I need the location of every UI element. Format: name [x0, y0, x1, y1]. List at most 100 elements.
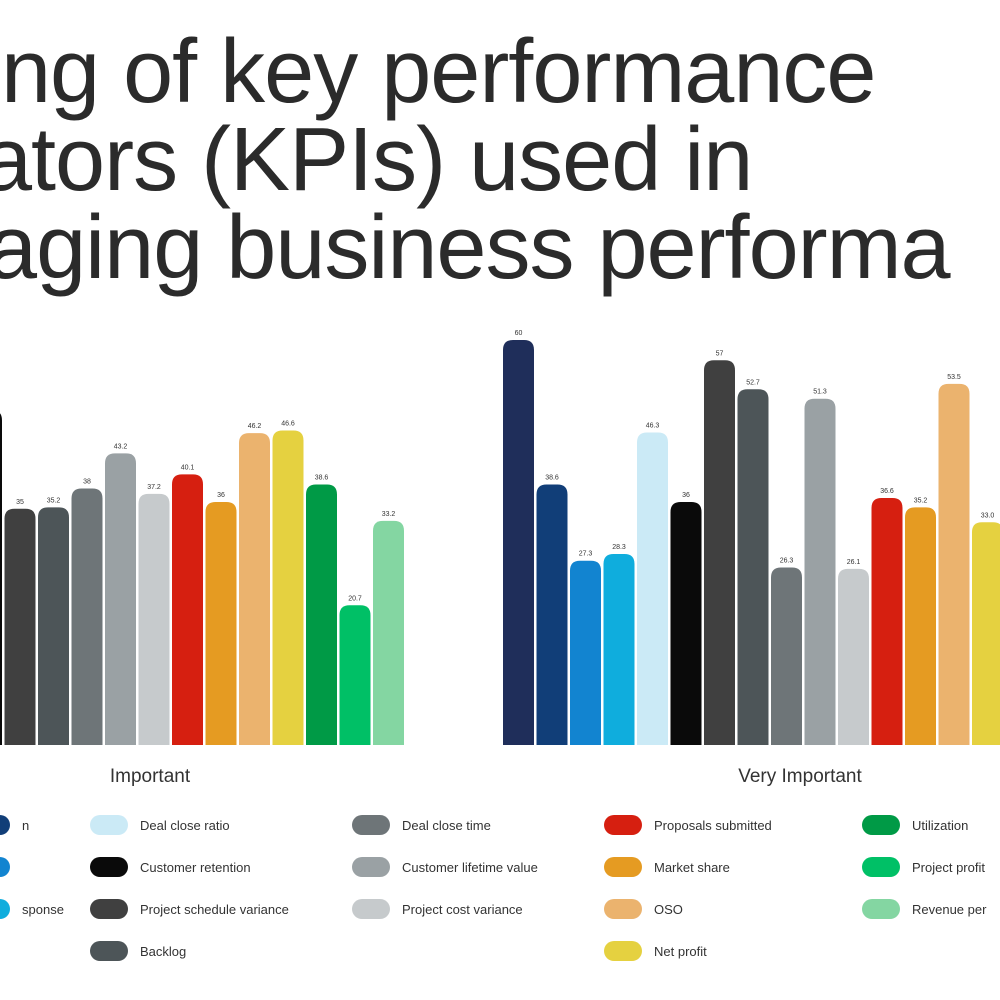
legend-item-11: Market share — [604, 856, 730, 878]
legend-swatch — [604, 941, 642, 961]
legend-label: Utilization — [912, 817, 969, 833]
chart-legend: n sponse Deal close ratio Customer retentio… — [0, 806, 1000, 1000]
bar-value-label-1-1: 38.6 — [545, 474, 559, 481]
legend-item-6: Backlog — [90, 940, 186, 962]
bar-0-3 — [71, 488, 103, 745]
bar-0-2 — [38, 507, 69, 745]
legend-swatch — [90, 941, 128, 961]
legend-item-2: sponse — [0, 898, 64, 920]
bar-value-label-0-5: 37.2 — [147, 484, 161, 491]
title-line-3: naging business performa — [0, 198, 951, 298]
legend-label: Backlog — [140, 943, 187, 959]
bar-value-label-1-11: 36.6 — [880, 488, 894, 495]
bar-1-7 — [737, 389, 769, 745]
bar-1-1 — [536, 484, 568, 745]
legend-label: sponse — [22, 901, 64, 917]
legend-item-14: Utilization — [862, 814, 968, 836]
legend-swatch — [352, 815, 390, 835]
group-label-1: Very Important — [738, 766, 862, 787]
legend-item-7: Deal close time — [352, 814, 491, 836]
bar-value-label-1-9: 51.3 — [813, 389, 827, 396]
legend-swatch — [862, 857, 900, 877]
bar-0-1 — [4, 508, 36, 745]
bar-value-label-1-8: 26.3 — [780, 557, 794, 564]
legend-swatch — [90, 899, 128, 919]
bar-0-11 — [339, 605, 371, 745]
bar-value-label-1-14: 33.0 — [981, 512, 995, 519]
bar-value-label-1-6: 57 — [716, 350, 724, 357]
legend-swatch — [352, 857, 390, 877]
bar-1-11 — [871, 497, 903, 745]
bar-value-label-1-3: 28.3 — [612, 544, 626, 551]
bar-value-label-1-12: 35.2 — [914, 497, 928, 504]
legend-label: OSO — [654, 901, 683, 917]
chart-title: king of key performance cators (KPIs) us… — [0, 22, 1000, 298]
legend-label: Deal close time — [402, 817, 491, 833]
bar-1-4 — [637, 432, 668, 745]
bar-value-label-0-7: 36 — [217, 492, 225, 499]
bar-value-label-0-9: 46.6 — [281, 420, 295, 427]
legend-swatch — [90, 815, 128, 835]
legend-label: Project schedule variance — [140, 901, 289, 917]
bar-value-label-1-13: 53.5 — [947, 374, 961, 381]
legend-swatch — [0, 899, 10, 919]
legend-item-10: Proposals submitted — [604, 814, 772, 836]
bar-0-10 — [306, 484, 337, 745]
bar-value-label-1-5: 36 — [682, 492, 690, 499]
legend-label: Project cost variance — [402, 901, 523, 917]
bar-value-label-1-0: 60 — [515, 330, 523, 337]
bar-1-12 — [905, 507, 936, 745]
legend-swatch — [604, 899, 642, 919]
legend-item-0: n — [0, 814, 29, 836]
bar-0-8 — [239, 433, 270, 745]
bar-value-label-0-6: 40.1 — [181, 464, 195, 471]
bar-1-5 — [670, 502, 702, 745]
bar-value-label-0-2: 35.2 — [47, 497, 61, 504]
bar-value-label-0-12: 33.2 — [382, 511, 396, 518]
legend-item-16: Revenue per — [862, 898, 986, 920]
legend-swatch — [604, 857, 642, 877]
legend-item-3: Deal close ratio — [90, 814, 230, 836]
legend-label: Customer retention — [140, 859, 251, 875]
bar-0-7 — [205, 502, 237, 745]
legend-swatch — [604, 815, 642, 835]
bar-1-0 — [503, 340, 534, 745]
legend-swatch — [0, 815, 10, 835]
bar-1-13 — [938, 383, 970, 745]
legend-item-9: Project cost variance — [352, 898, 523, 920]
bar-1-9 — [804, 398, 836, 745]
legend-item-8: Customer lifetime value — [352, 856, 538, 878]
legend-label: Deal close ratio — [140, 817, 230, 833]
bar-0-12 — [373, 520, 404, 745]
bar-1-6 — [704, 360, 735, 745]
group-label-0: Important — [110, 766, 191, 787]
legend-swatch — [862, 899, 900, 919]
legend-item-1 — [0, 856, 22, 878]
bar-value-label-0-11: 20.7 — [348, 595, 362, 602]
legend-item-13: Net profit — [604, 940, 707, 962]
legend-swatch — [862, 815, 900, 835]
bar-value-label-1-10: 26.1 — [847, 559, 861, 566]
legend-label: Market share — [654, 859, 730, 875]
legend-label: Revenue per — [912, 901, 987, 917]
bar-value-label-0-8: 46.2 — [248, 423, 262, 430]
title-line-1: king of key performance — [0, 22, 876, 122]
legend-label: Customer lifetime value — [402, 859, 538, 875]
bar-0-6 — [172, 474, 203, 745]
bar-chart: 49.63535.23843.237.240.13646.246.638.620… — [0, 330, 1000, 787]
bar-1-10 — [838, 568, 869, 745]
bar-0-5 — [138, 493, 170, 745]
bar-value-label-0-3: 38 — [83, 479, 91, 486]
bar-1-14 — [972, 522, 1000, 745]
bar-value-label-0-1: 35 — [16, 499, 24, 506]
legend-item-4: Customer retention — [90, 856, 251, 878]
legend-label: Proposals submitted — [654, 817, 772, 833]
legend-item-5: Project schedule variance — [90, 898, 289, 920]
bar-0-9 — [272, 430, 304, 745]
bar-value-label-1-2: 27.3 — [579, 551, 593, 558]
legend-swatch — [352, 899, 390, 919]
bar-1-2 — [570, 560, 601, 745]
legend-label: Project profit — [912, 859, 985, 875]
title-line-2: cators (KPIs) used in — [0, 110, 753, 210]
legend-item-15: Project profit — [862, 856, 985, 878]
